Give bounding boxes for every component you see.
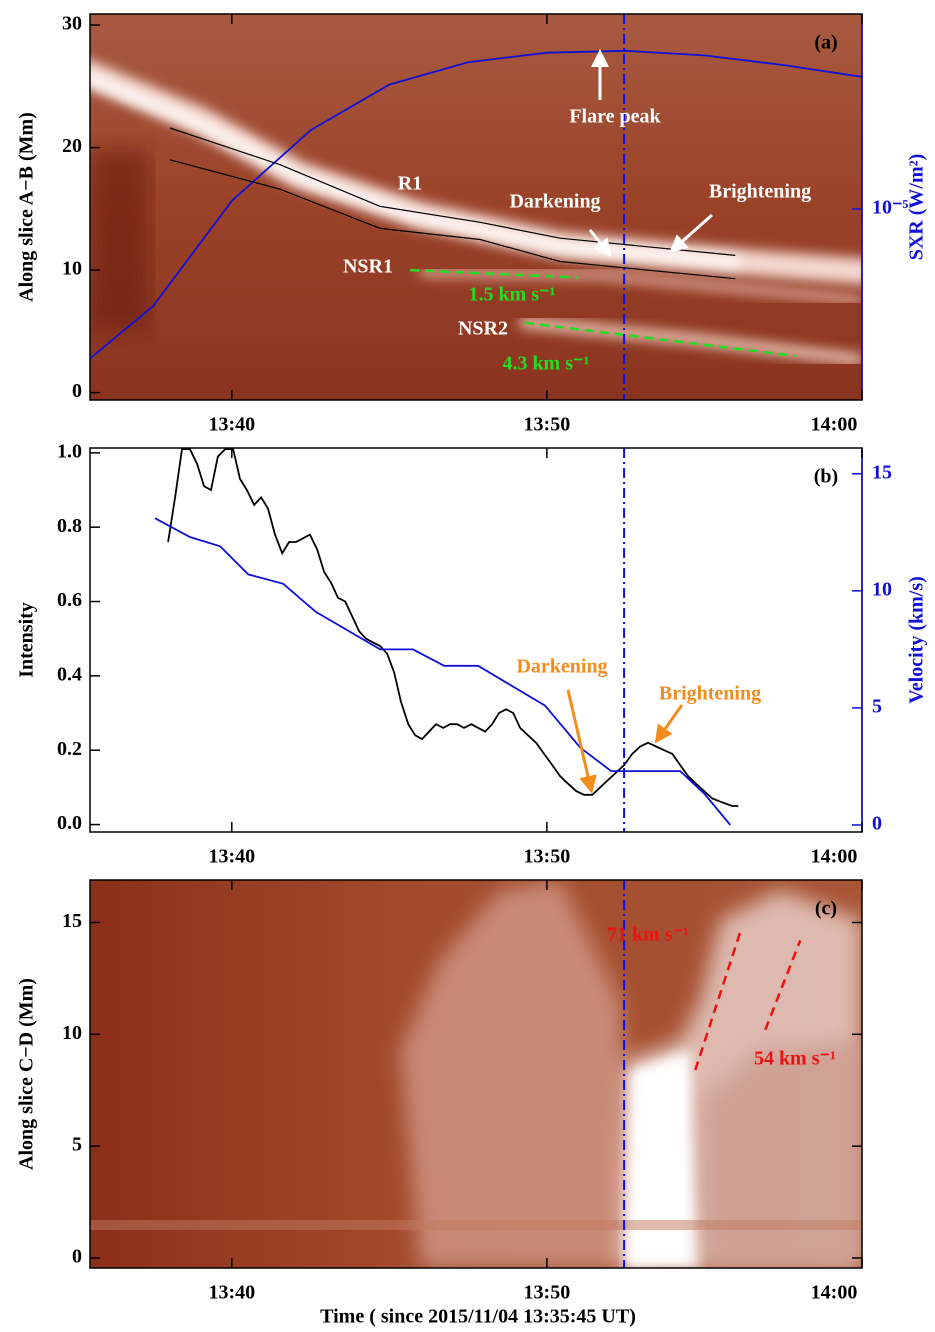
annotation: 54 km s⁻¹ <box>754 1048 836 1070</box>
y-tick-label: 15 <box>62 910 82 932</box>
y2-tick-label: 5 <box>872 695 882 717</box>
arrow <box>566 689 597 794</box>
arrow <box>654 704 684 744</box>
x-axis-title: Time ( since 2015/11/04 13:35:45 UT) <box>320 1306 636 1328</box>
y-axis-title: Along slice C−D (Mm) <box>16 978 38 1170</box>
y2-tick-label: 0 <box>872 813 882 835</box>
y2-axis-title: SXR (W/m²) <box>906 154 928 261</box>
image-background <box>90 880 862 1268</box>
annotation: Brightening <box>709 181 811 203</box>
y2-axis-title: Velocity (km/s) <box>906 576 928 704</box>
y-tick-label: 0.6 <box>57 589 82 611</box>
y-tick-label: 0.4 <box>57 663 82 685</box>
annotation: 1.5 km s⁻¹ <box>468 284 555 306</box>
y-tick-label: 0.8 <box>57 515 82 537</box>
plot-frame <box>89 879 863 1269</box>
x-tick-label: 13:40 <box>208 1282 255 1304</box>
x-tick-label: 13:50 <box>524 414 571 436</box>
y-tick-label: 1.0 <box>57 440 82 462</box>
x-tick-label: 13:40 <box>208 846 255 868</box>
arrow <box>669 213 713 253</box>
fit-line <box>525 321 796 358</box>
data-line <box>167 448 739 807</box>
y-tick-label: 0 <box>72 380 82 402</box>
x-tick-label: 14:00 <box>811 414 858 436</box>
x-tick-label: 13:50 <box>524 1282 571 1304</box>
y-axis-title: Intensity <box>16 602 38 678</box>
annotation: Brightening <box>659 683 761 705</box>
x-tick-label: 14:00 <box>811 846 858 868</box>
panel-label: (a) <box>814 32 837 54</box>
panel-label: (b) <box>814 466 838 488</box>
annotation: Darkening <box>509 191 600 213</box>
y-tick-label: 0.0 <box>57 812 82 834</box>
arrow <box>588 229 612 258</box>
x-tick-label: 14:00 <box>811 1282 858 1304</box>
plot-frame <box>89 447 863 833</box>
annotation: NSR1 <box>343 256 393 278</box>
annotation: Flare peak <box>569 106 661 128</box>
x-tick-label: 13:50 <box>524 846 571 868</box>
image-background <box>90 14 862 400</box>
annotation: R1 <box>398 173 422 195</box>
fit-line <box>694 931 742 1071</box>
y-tick-label: 5 <box>72 1134 82 1156</box>
y-tick-label: 20 <box>62 135 82 157</box>
annotation: 4.3 km s⁻¹ <box>502 353 589 375</box>
data-line <box>90 49 862 360</box>
contour-line <box>169 127 736 256</box>
y-tick-label: 0 <box>72 1246 82 1268</box>
data-line <box>154 517 731 826</box>
y-tick-label: 30 <box>62 13 82 35</box>
fit-line <box>410 268 579 279</box>
x-tick-label: 13:40 <box>208 414 255 436</box>
annotation: NSR2 <box>458 318 508 340</box>
y2-tick-label: 10⁻⁵ <box>872 197 909 219</box>
contour-line <box>169 159 736 280</box>
y-tick-label: 0.2 <box>57 738 82 760</box>
annotation: Darkening <box>516 656 607 678</box>
y-tick-label: 10 <box>62 258 82 280</box>
y2-tick-label: 15 <box>872 461 892 483</box>
y-tick-label: 10 <box>62 1022 82 1044</box>
panel-label: (c) <box>815 898 837 920</box>
fit-line <box>764 939 802 1031</box>
y-axis-title: Along slice A−B (Mm) <box>16 112 38 302</box>
y2-tick-label: 10 <box>872 578 892 600</box>
annotation: 71 km s⁻¹ <box>607 924 689 946</box>
